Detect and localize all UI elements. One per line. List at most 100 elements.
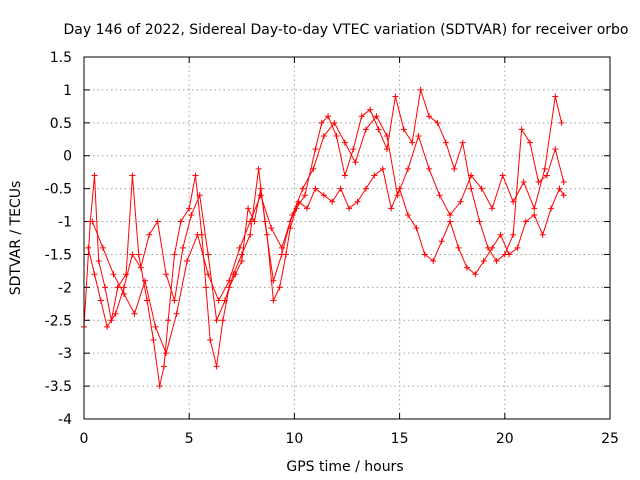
data-point (215, 297, 222, 304)
data-point (131, 310, 138, 317)
data-point (415, 132, 422, 139)
x-tick-labels: 0 5 10 15 20 25 (80, 431, 619, 447)
x-axis-label: GPS time / hours (286, 459, 403, 475)
data-point (497, 231, 504, 238)
data-point (192, 172, 199, 179)
data-point (152, 323, 159, 330)
data-point (409, 139, 416, 146)
y-tick-labels: -4 -3.5 -3 -2.5 -2 -1.5 -1 -0.5 0 0.5 1 1.5 (45, 50, 72, 428)
data-point (518, 126, 525, 133)
data-point (110, 271, 117, 278)
data-point (468, 172, 475, 179)
data-point (238, 258, 245, 265)
x-tick-label: 5 (185, 431, 194, 447)
data-point (219, 317, 226, 324)
data-point (163, 271, 170, 278)
series-3 (89, 93, 565, 357)
series-line (91, 96, 563, 355)
y-tick-label: 1.5 (50, 50, 72, 66)
data-point (207, 337, 214, 344)
data-point (383, 132, 390, 139)
y-tick-label: -1.5 (45, 247, 72, 263)
data-point (95, 258, 102, 265)
data-point (301, 192, 308, 199)
data-point (97, 297, 104, 304)
data-point (388, 205, 395, 212)
data-point (392, 93, 399, 100)
data-point (205, 271, 212, 278)
y-tick-label: 0 (63, 149, 72, 165)
data-point (270, 297, 277, 304)
data-point (304, 205, 311, 212)
data-point (447, 211, 454, 218)
data-point (165, 317, 172, 324)
data-point (331, 119, 338, 126)
data-point (146, 231, 153, 238)
data-point (129, 251, 136, 258)
data-point (154, 218, 161, 225)
data-point (421, 251, 428, 258)
data-point (489, 205, 496, 212)
data-point (245, 205, 252, 212)
data-point (213, 363, 220, 370)
data-point (556, 185, 563, 192)
data-point (346, 205, 353, 212)
data-point (188, 211, 195, 218)
data-point (247, 231, 254, 238)
data-point (506, 251, 513, 258)
data-point (114, 284, 121, 291)
data-point (375, 126, 382, 133)
data-point (89, 218, 96, 225)
axis-ticks (83, 56, 611, 420)
data-point (379, 165, 386, 172)
data-point (531, 205, 538, 212)
y-tick-label: 1 (63, 83, 72, 99)
data-point (337, 185, 344, 192)
data-point (173, 310, 180, 317)
data-point (478, 185, 485, 192)
data-point (520, 179, 527, 186)
series-2 (85, 165, 567, 330)
y-axis-label: SDTVAR / TECUs (8, 181, 24, 296)
data-point (493, 258, 500, 265)
y-tick-label: -2 (58, 280, 72, 296)
data-point (179, 244, 186, 251)
data-point (171, 251, 178, 258)
data-point (373, 113, 380, 120)
data-point (186, 205, 193, 212)
y-tick-label: -2.5 (45, 313, 72, 329)
data-point (405, 211, 412, 218)
data-point (560, 179, 567, 186)
data-point (320, 132, 327, 139)
data-point (312, 185, 319, 192)
data-point (426, 113, 433, 120)
data-point (510, 231, 517, 238)
data-point (531, 211, 538, 218)
data-point (434, 119, 441, 126)
chart-title: Day 146 of 2022, Sidereal Day-to-day VTE… (64, 22, 629, 38)
data-point (367, 106, 374, 113)
series-line (83, 89, 565, 387)
data-point (548, 205, 555, 212)
x-tick-label: 10 (285, 431, 303, 447)
data-point (312, 146, 319, 153)
data-point (194, 231, 201, 238)
data-point (268, 225, 275, 232)
data-point (137, 264, 144, 271)
data-point (430, 258, 437, 265)
data-point (205, 251, 212, 258)
x-tick-label: 15 (391, 431, 409, 447)
data-point (123, 271, 130, 278)
data-point (489, 244, 496, 251)
data-point (541, 165, 548, 172)
data-point (310, 165, 317, 172)
data-point (417, 86, 424, 93)
data-point (160, 363, 167, 370)
data-point (278, 244, 285, 251)
data-point (102, 284, 109, 291)
data-point (320, 192, 327, 199)
series-1 (81, 86, 567, 390)
data-point (451, 165, 458, 172)
data-point (510, 198, 517, 205)
